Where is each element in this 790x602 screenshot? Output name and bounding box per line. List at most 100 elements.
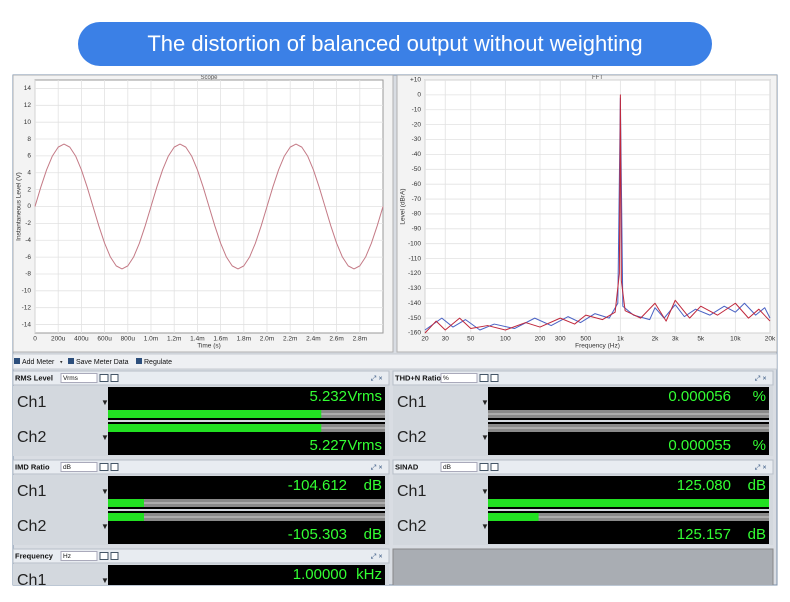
y-tick-label: 2: [27, 186, 31, 193]
x-tick-label: 5k: [697, 336, 705, 343]
x-tick-label: 2.4m: [306, 336, 320, 343]
x-tick-label: 200u: [51, 336, 66, 343]
y-tick-label: -80: [412, 211, 422, 218]
y-tick-label: -150: [408, 315, 421, 322]
unit-dropdown[interactable]: [60, 373, 98, 383]
x-tick-label: 0: [33, 336, 37, 343]
y-tick-label: -12: [22, 304, 32, 311]
meter-unit: dB: [748, 477, 766, 494]
y-axis-label: Instantaneous Level (V): [16, 172, 23, 241]
x-tick-label: 300: [555, 336, 566, 343]
x-tick-label: 1.8m: [237, 336, 251, 343]
meter-value: 0.000055: [668, 437, 731, 454]
bar-fill: [488, 513, 539, 521]
y-tick-label: 0: [417, 92, 421, 99]
y-tick-label: -40: [412, 151, 422, 158]
meter-value: -104.612: [288, 477, 347, 494]
x-tick-label: 1.6m: [213, 336, 227, 343]
x-tick-label: 2.6m: [329, 336, 343, 343]
x-tick-label: 1k: [617, 336, 625, 343]
meter-icon[interactable]: [479, 463, 489, 471]
bar-fill: [108, 410, 322, 418]
unit-dropdown[interactable]: [440, 462, 478, 472]
meter-icon[interactable]: [110, 552, 119, 560]
toolbar-icon: [136, 358, 142, 364]
y-tick-label: -10: [22, 288, 32, 295]
x-tick-label: 500: [580, 336, 591, 343]
trace: [424, 97, 771, 331]
channel-select[interactable]: ▼: [481, 487, 489, 496]
meter-icon[interactable]: [99, 463, 109, 471]
toolbar: [13, 353, 777, 370]
bar-fill: [488, 499, 769, 507]
meter-icon[interactable]: [479, 374, 489, 382]
window-icons[interactable]: ⤢ ×: [371, 375, 383, 382]
y-tick-label: -100: [408, 240, 421, 247]
channel-select[interactable]: ▼: [101, 576, 109, 585]
meter-value: 5.232: [309, 388, 347, 405]
meter-title: RMS Level: [15, 373, 53, 382]
channel-label: Ch2: [397, 429, 426, 446]
toolbar-icon: [68, 358, 74, 364]
toolbar-button[interactable]: Save Meter Data: [76, 359, 129, 366]
x-tick-label: 10k: [730, 336, 741, 343]
y-axis-label: Level (dBrA): [400, 188, 407, 224]
y-tick-label: -50: [412, 166, 422, 173]
toolbar-button[interactable]: Add Meter: [22, 359, 55, 366]
unit-dropdown[interactable]: [60, 551, 98, 561]
window-icons[interactable]: ⤢ ×: [755, 375, 767, 382]
y-tick-label: -20: [412, 121, 422, 128]
channel-select[interactable]: ▼: [481, 398, 489, 407]
channel-select[interactable]: ▼: [101, 487, 109, 496]
channel-select[interactable]: ▼: [101, 433, 109, 442]
meter-title: Frequency: [15, 551, 54, 560]
x-tick-label: 800u: [121, 336, 136, 343]
window-icons[interactable]: ⤢ ×: [755, 464, 767, 471]
channel-label: Ch1: [397, 483, 426, 500]
chart-title: Scope: [200, 75, 218, 81]
y-tick-label: +10: [410, 77, 421, 84]
meter-icon[interactable]: [110, 463, 119, 471]
channel-label: Ch2: [397, 518, 426, 535]
y-tick-label: -4: [25, 237, 31, 244]
chart-title: FFT: [592, 75, 603, 81]
meter-icon[interactable]: [110, 374, 119, 382]
meter-unit: dB: [364, 526, 382, 543]
y-tick-label: -110: [408, 255, 421, 262]
x-tick-label: 2.0m: [260, 336, 274, 343]
y-tick-label: 0: [27, 203, 31, 210]
unit-dropdown[interactable]: [440, 373, 478, 383]
channel-select[interactable]: ▼: [101, 398, 109, 407]
trace: [34, 143, 384, 270]
y-tick-label: 12: [24, 102, 32, 109]
y-tick-label: -120: [408, 270, 421, 277]
banner: [78, 22, 712, 66]
window-icons[interactable]: ⤢ ×: [371, 553, 383, 560]
meter-icon[interactable]: [490, 463, 499, 471]
y-tick-label: -6: [25, 254, 31, 261]
x-tick-label: 600u: [97, 336, 112, 343]
meter-value: -105.303: [288, 526, 347, 543]
meter-icon[interactable]: [99, 552, 109, 560]
x-tick-label: 50: [467, 336, 475, 343]
x-tick-label: 400u: [74, 336, 89, 343]
unit-dropdown[interactable]: [60, 462, 98, 472]
channel-select[interactable]: ▼: [481, 433, 489, 442]
unit-value: dB: [63, 464, 71, 471]
x-tick-label: 2.8m: [353, 336, 367, 343]
meter-icon[interactable]: [99, 374, 109, 382]
channel-label: Ch1: [17, 572, 46, 589]
channel-select[interactable]: ▼: [481, 522, 489, 531]
meter-unit: %: [753, 388, 766, 405]
window-icons[interactable]: ⤢ ×: [371, 464, 383, 471]
toolbar-button[interactable]: Regulate: [144, 359, 172, 366]
meter-icon[interactable]: [490, 374, 499, 382]
y-tick-label: 8: [27, 136, 31, 143]
empty-panel: [392, 548, 774, 585]
meter-value: 125.080: [677, 477, 731, 494]
x-tick-label: 1.2m: [167, 336, 181, 343]
y-tick-label: -30: [412, 136, 422, 143]
x-tick-label: 20k: [765, 336, 776, 343]
unit-value: Hz: [63, 553, 71, 560]
channel-select[interactable]: ▼: [101, 522, 109, 531]
